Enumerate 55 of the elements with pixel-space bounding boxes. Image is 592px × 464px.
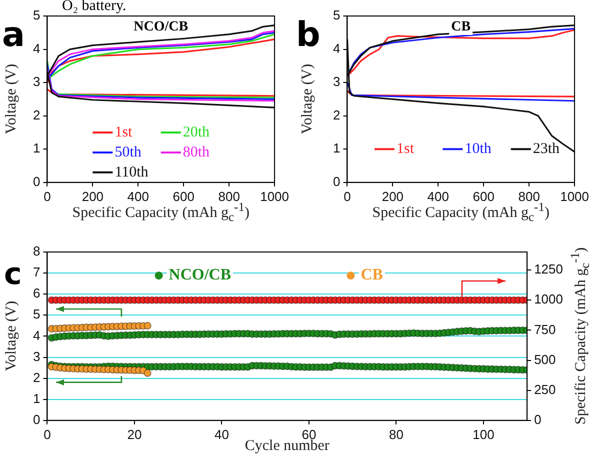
legend-label: 1st (114, 124, 134, 140)
y-tick-label: 2 (32, 370, 40, 385)
x-tick-label: 40 (214, 426, 229, 442)
legend-label: 110th (114, 164, 149, 180)
y-axis-title: Voltage (V) (4, 301, 20, 372)
y2-tick-label: 1250 (534, 262, 563, 277)
text: c (4, 257, 22, 292)
legend-label: 1st (396, 141, 415, 158)
legend-label: 23th (532, 141, 560, 158)
chart-title: CB (451, 20, 471, 35)
y-tick-label: 0 (32, 174, 40, 189)
x-tick-label: 1000 (560, 188, 589, 204)
legend-label: 80th (182, 144, 210, 160)
y-tick-label: 1 (32, 390, 40, 406)
y-tick-label: 2 (32, 107, 40, 122)
x-tick-label: 0 (44, 426, 51, 442)
y-tick-label: 0 (32, 412, 40, 427)
x-tick-label: 1000 (260, 188, 289, 204)
y-tick-label: 8 (32, 244, 40, 259)
y-axis-title: Voltage (V) (300, 64, 316, 134)
y-tick-label: 3 (32, 348, 40, 364)
x-tick-label: 0 (44, 188, 51, 204)
x-tick-label: 0 (344, 188, 351, 204)
y-tick-label: 1 (32, 140, 40, 156)
legend-label: NCO/CB (168, 266, 232, 284)
x-axis-title: Cycle number (244, 438, 330, 454)
legend-label: 20th (182, 124, 210, 140)
text: b (296, 15, 320, 55)
y-tick-label: 3 (332, 74, 340, 90)
chart-title: NCO/CB (134, 20, 188, 35)
x-tick-label: 20 (127, 426, 142, 442)
legend-label: CB (360, 266, 384, 284)
text: a (2, 15, 25, 55)
legend-label: 10th (464, 141, 492, 158)
y-tick-label: 4 (332, 40, 340, 56)
y2-tick-label: 750 (534, 322, 556, 337)
y2-tick-label: 500 (534, 352, 556, 367)
x-tick-label: 100 (472, 426, 494, 442)
y-tick-label: 1 (332, 140, 340, 156)
y-tick-label: 5 (332, 8, 340, 23)
y-axis-title: Voltage (V) (4, 64, 20, 134)
y-tick-label: 4 (32, 40, 40, 56)
y-tick-label: 5 (32, 306, 40, 322)
y-tick-label: 3 (32, 74, 40, 90)
y-tick-label: 4 (32, 328, 40, 343)
y-tick-label: 6 (32, 286, 40, 301)
y-tick-label: 2 (332, 107, 340, 122)
y2-tick-label: 0 (534, 412, 542, 427)
y2-tick-label: 1000 (534, 292, 563, 307)
y-tick-label: 5 (32, 8, 40, 23)
y2-tick-label: 250 (534, 382, 556, 397)
x-tick-label: 80 (388, 426, 404, 442)
legend-label: 50th (114, 144, 142, 160)
y-tick-label: 7 (32, 264, 40, 280)
y-tick-label: 0 (332, 174, 340, 189)
